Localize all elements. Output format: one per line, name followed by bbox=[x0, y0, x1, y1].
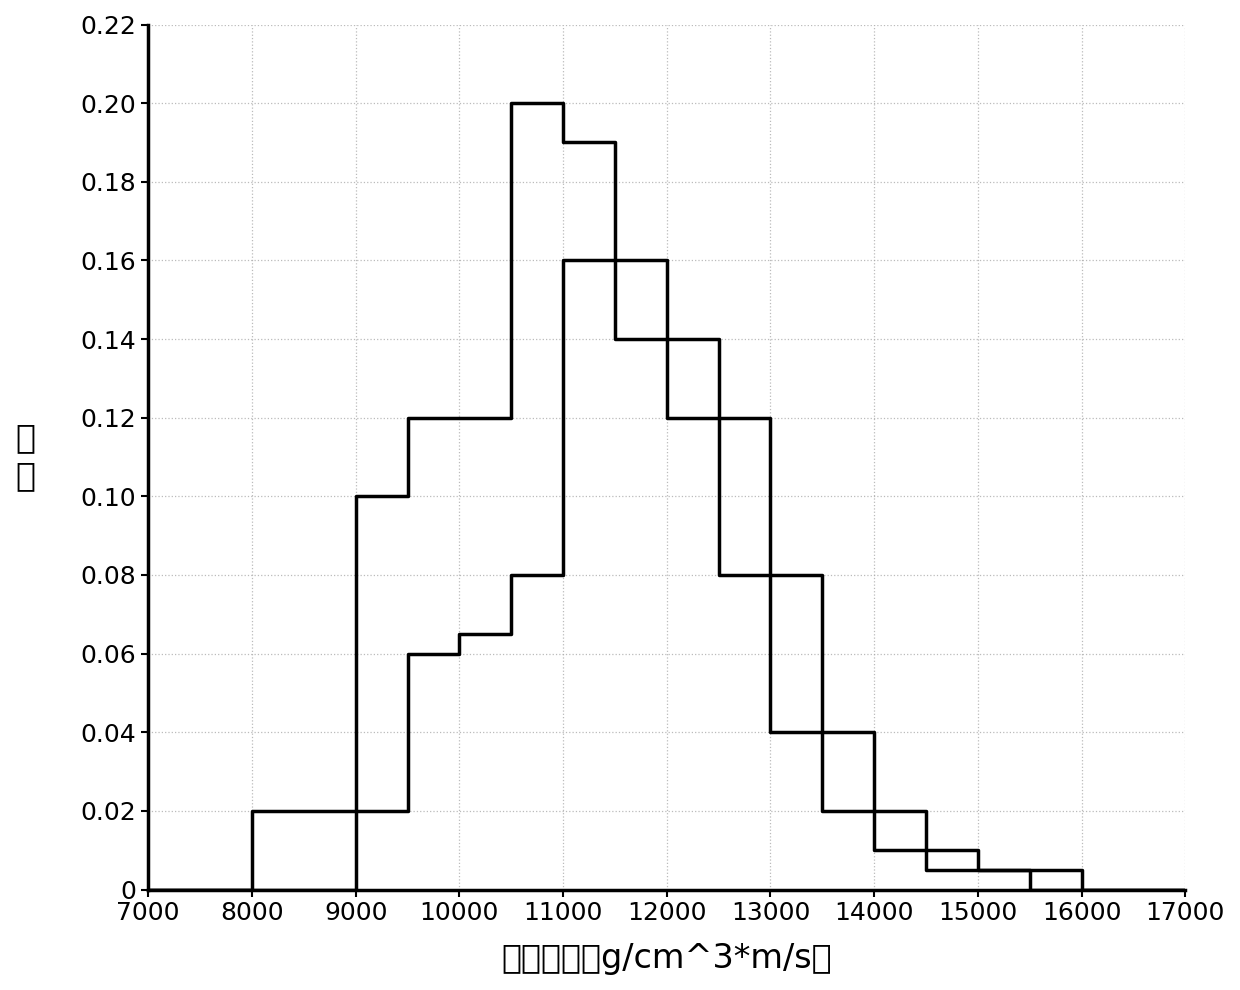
X-axis label: 纵波阻抗（g/cm^3*m/s）: 纵波阻抗（g/cm^3*m/s） bbox=[501, 942, 832, 975]
Y-axis label: 频
率: 频 率 bbox=[15, 422, 35, 493]
